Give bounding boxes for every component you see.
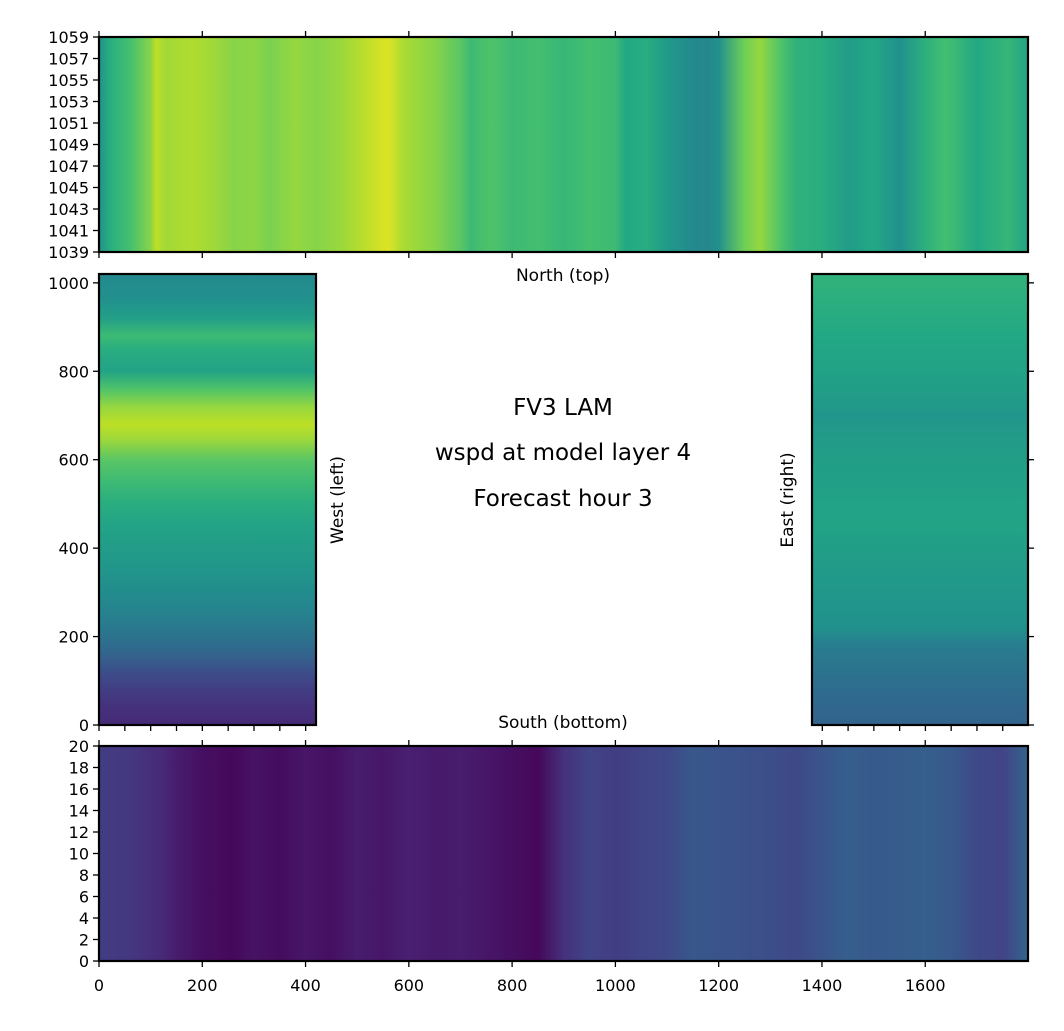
south-xtick-label: 400 bbox=[290, 976, 321, 995]
south-heatmap bbox=[99, 746, 1028, 961]
south-ytick-label: 0 bbox=[79, 952, 89, 971]
center-title: FV3 LAM wspd at model layer 4 Forecast h… bbox=[435, 395, 691, 512]
north-ytick-label: 1045 bbox=[48, 179, 89, 198]
west-ytick-label: 1000 bbox=[48, 274, 89, 293]
north-ytick-label: 1043 bbox=[48, 200, 89, 219]
north-ytick-label: 1041 bbox=[48, 222, 89, 241]
south-ytick-label: 8 bbox=[79, 866, 89, 885]
west-heatmap bbox=[99, 274, 316, 725]
title-line-3: Forecast hour 3 bbox=[473, 486, 652, 512]
north-ytick-label: 1053 bbox=[48, 93, 89, 112]
south-ytick-label: 20 bbox=[69, 737, 89, 756]
south-xtick-label: 1600 bbox=[905, 976, 946, 995]
north-label: North (top) bbox=[516, 266, 610, 286]
south-frame bbox=[97, 744, 1030, 963]
north-panel: 1039 1041 1043 1045 1047 1049 1051 1053 1055 1057… bbox=[48, 28, 1030, 286]
west-ytick-label: 600 bbox=[58, 451, 89, 470]
north-ytick-label: 1057 bbox=[48, 50, 89, 69]
west-ytick-label: 200 bbox=[58, 628, 89, 647]
south-ytick-label: 10 bbox=[69, 845, 89, 864]
north-ytick-label: 1055 bbox=[48, 71, 89, 90]
west-ytick-label: 0 bbox=[79, 716, 89, 735]
title-line-1: FV3 LAM bbox=[513, 395, 613, 421]
south-ytick-label: 12 bbox=[69, 823, 89, 842]
north-frame bbox=[97, 35, 1030, 254]
north-ytick-label: 1047 bbox=[48, 157, 89, 176]
south-ytick-label: 4 bbox=[79, 909, 89, 928]
south-xtick-label: 200 bbox=[187, 976, 218, 995]
west-panel: 0 200 400 600 800 1000 West (left) bbox=[48, 272, 348, 735]
north-ticks: 1039 1041 1043 1045 1047 1049 1051 1053 1055 1057… bbox=[48, 28, 926, 262]
west-ytick-label: 800 bbox=[58, 362, 89, 381]
title-line-2: wspd at model layer 4 bbox=[435, 440, 691, 466]
south-panel: 0 200 400 600 800 1000 1200 1400 160002468101214… bbox=[69, 713, 1030, 995]
south-ytick-label: 16 bbox=[69, 780, 89, 799]
south-ytick-label: 6 bbox=[79, 888, 89, 907]
south-xtick-label: 1000 bbox=[595, 976, 636, 995]
north-ytick-label: 1049 bbox=[48, 136, 89, 155]
west-frame bbox=[97, 272, 318, 727]
north-ytick-label: 1059 bbox=[48, 28, 89, 47]
west-label: West (left) bbox=[328, 456, 348, 544]
south-xtick-label: 1200 bbox=[698, 976, 739, 995]
south-ytick-label: 14 bbox=[69, 802, 89, 821]
south-xtick-label: 800 bbox=[497, 976, 528, 995]
south-ticks: 0 200 400 600 800 1000 1200 1400 1600 0 2 4 6 8 10 12 14… bbox=[69, 737, 946, 995]
south-xtick-label: 1400 bbox=[802, 976, 843, 995]
north-heatmap bbox=[99, 37, 1028, 252]
east-label: East (right) bbox=[778, 452, 798, 547]
east-frame bbox=[810, 272, 1030, 727]
west-ytick-label: 400 bbox=[58, 539, 89, 558]
south-xtick-label: 600 bbox=[394, 976, 425, 995]
east-heatmap bbox=[812, 274, 1028, 725]
north-ytick-label: 1051 bbox=[48, 114, 89, 133]
west-ticks: 0 200 400 600 800 1000 bbox=[48, 274, 307, 735]
east-panel: East (right) bbox=[778, 272, 1034, 731]
north-ytick-label: 1039 bbox=[48, 243, 89, 262]
south-xtick-label: 0 bbox=[94, 976, 104, 995]
south-ytick-label: 2 bbox=[79, 931, 89, 950]
south-ytick-label: 18 bbox=[69, 759, 89, 778]
south-label: South (bottom) bbox=[498, 713, 628, 733]
